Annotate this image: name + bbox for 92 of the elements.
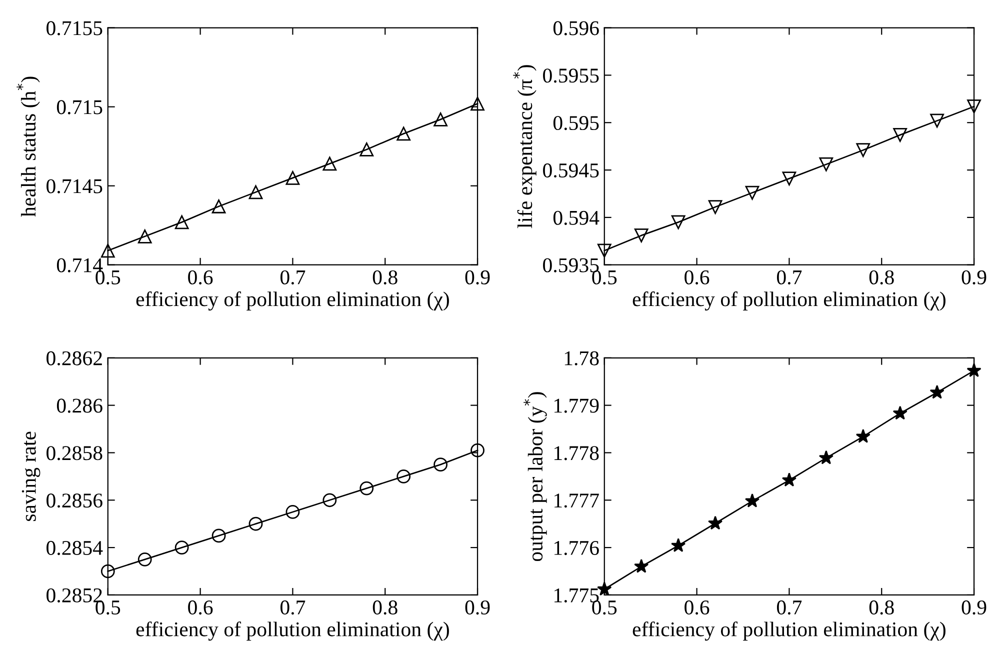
y-axis-title: life expentance (π$^{*}$)	[513, 65, 536, 228]
y-tick-label: 0.5955	[543, 68, 599, 83]
point	[434, 112, 448, 126]
point	[138, 229, 152, 244]
y-tick-label: 0.595	[553, 116, 599, 130]
y-tick-label: 1.775	[554, 588, 599, 602]
x-tick-label: 0.8	[372, 270, 398, 284]
x-tick-label: 0.8	[869, 600, 894, 615]
point	[745, 186, 760, 200]
y-tick-label: 0.596	[553, 21, 599, 36]
point	[818, 450, 834, 464]
point	[248, 516, 263, 531]
point	[930, 384, 944, 399]
point	[708, 200, 722, 214]
point	[671, 538, 686, 552]
y-tick-label: 0.5935	[543, 258, 599, 272]
point	[434, 458, 448, 472]
y-tick-label: 0.2852	[46, 588, 102, 602]
x-tick-label: 0.9	[962, 600, 986, 615]
point	[100, 244, 115, 258]
point	[634, 228, 648, 242]
x-tick-label: 0.9	[962, 270, 986, 284]
y-tick-label: 1.778	[554, 446, 599, 460]
point	[819, 157, 834, 172]
point	[286, 505, 300, 519]
point	[782, 472, 797, 487]
x-tick-label: 0.6	[188, 600, 213, 615]
x-tick-label: 0.9	[465, 600, 490, 615]
x-tick-label: 0.8	[372, 600, 398, 615]
x-tick-label: 0.7	[280, 270, 306, 284]
y-tick-label: 1.777	[554, 494, 599, 508]
y-tick-label: 0.714	[56, 258, 103, 272]
y-tick-label: 1.779	[554, 398, 599, 413]
point	[286, 170, 300, 185]
y-tick-label: 0.286	[56, 398, 102, 413]
x-axis-title: efficiency of pollution elimination (χ)	[136, 291, 449, 311]
point	[174, 540, 189, 554]
point	[138, 552, 152, 566]
point	[100, 564, 115, 578]
point	[782, 172, 796, 186]
x-tick-label: 0.7	[776, 600, 802, 615]
x-axis-title: efficiency of pollution elimination (χ)	[632, 622, 946, 641]
point	[708, 516, 723, 530]
x-tick-label: 0.8	[869, 270, 894, 284]
y-tick-label: 1.78	[564, 351, 599, 366]
point	[248, 185, 263, 200]
x-axis-title: efficiency of pollution elimination (χ)	[632, 291, 946, 311]
x-tick-label: 0.5	[96, 600, 120, 615]
point	[212, 528, 226, 543]
x-tick-label: 0.7	[280, 600, 306, 615]
point	[322, 156, 337, 171]
point	[967, 100, 981, 114]
point	[322, 493, 337, 508]
point	[930, 114, 944, 128]
point	[893, 128, 908, 142]
y-axis-title: saving rate	[22, 432, 40, 521]
y-tick-label: 0.715	[56, 100, 102, 114]
point	[856, 428, 870, 443]
point	[360, 481, 374, 496]
y-tick-label: 0.7145	[46, 179, 102, 194]
point	[212, 199, 226, 214]
x-tick-label: 0.6	[684, 270, 710, 284]
point	[470, 96, 484, 111]
y-axis-title: output per labor (y$^{*}$)	[524, 392, 547, 562]
point	[470, 443, 484, 458]
point	[360, 142, 374, 156]
point	[856, 143, 870, 158]
y-tick-label: 0.7155	[46, 21, 102, 36]
x-tick-label: 0.5	[96, 270, 120, 284]
y-tick-label: 1.776	[554, 540, 599, 556]
x-tick-label: 0.5	[592, 270, 617, 284]
point	[744, 493, 760, 508]
x-tick-label: 0.9	[465, 270, 490, 284]
y-tick-label: 0.594	[553, 210, 600, 225]
point	[597, 244, 612, 258]
point	[174, 215, 189, 230]
y-tick-label: 0.2854	[46, 540, 103, 556]
y-axis-title: health status (h$^{*}$)	[16, 76, 40, 217]
y-tick-label: 0.2858	[46, 446, 102, 460]
y-tick-label: 0.2856	[46, 494, 102, 508]
x-tick-label: 0.5	[592, 600, 617, 615]
x-axis-title: efficiency of pollution elimination (χ)	[136, 622, 449, 641]
y-tick-label: 0.2862	[46, 351, 102, 366]
x-tick-label: 0.6	[188, 270, 213, 284]
point	[634, 558, 649, 573]
y-tick-label: 0.5945	[543, 163, 599, 178]
point	[396, 126, 411, 141]
x-tick-label: 0.7	[776, 270, 802, 284]
point	[892, 406, 908, 420]
x-tick-label: 0.6	[684, 600, 710, 615]
point	[671, 215, 686, 230]
point	[396, 469, 411, 484]
